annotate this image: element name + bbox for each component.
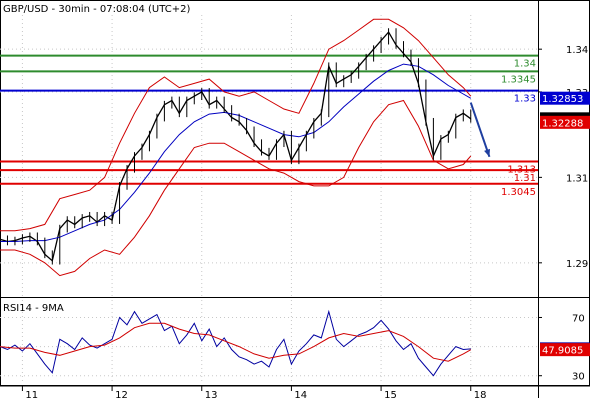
level-label-1.3045: 1.3045 bbox=[501, 187, 536, 198]
x-tick-label-18: 18 bbox=[474, 390, 487, 400]
price-tag-1.32853: 1.32853 bbox=[542, 94, 583, 105]
x-tick-label-13: 13 bbox=[205, 390, 218, 400]
x-tick-label-12: 12 bbox=[115, 390, 128, 400]
projection-arrow-head bbox=[484, 148, 490, 157]
x-tick-label-11: 11 bbox=[25, 390, 38, 400]
chart-title: GBP/USD - 30min - 07:08:04 (UTC+2) bbox=[3, 4, 190, 15]
y-tick-label: 1.29 bbox=[566, 259, 588, 270]
series-rsi-ma bbox=[0, 322, 472, 362]
series-bollinger-upper bbox=[0, 18, 472, 232]
price-tag-bg bbox=[540, 115, 590, 129]
rsi-y-tick-label: 70 bbox=[572, 313, 585, 324]
projection-arrow-shaft bbox=[469, 102, 491, 158]
series-close bbox=[0, 30, 472, 262]
level-label-1.33: 1.33 bbox=[514, 94, 536, 105]
rsi-y-tick-label: 30 bbox=[572, 372, 585, 383]
level-label-1.31: 1.31 bbox=[514, 173, 536, 184]
series-rsi bbox=[0, 309, 471, 377]
rsi-panel: 703048.434547.9085 bbox=[0, 297, 590, 386]
rsi-tag-47.9085: 47.9085 bbox=[542, 346, 583, 357]
x-axis: 11 12 13 14 15 18 bbox=[0, 385, 590, 400]
price-tag-1.32288: 1.32288 bbox=[542, 118, 583, 129]
y-tick-label: 1.34 bbox=[566, 45, 588, 56]
rsi-tag-bg bbox=[540, 343, 590, 357]
price-tag-bg bbox=[540, 91, 590, 105]
level-label-1.34: 1.34 bbox=[514, 59, 536, 70]
rsi-title: RSI14 - 9MA bbox=[3, 303, 64, 314]
x-tick-label-15: 15 bbox=[384, 390, 397, 400]
x-tick-label-14: 14 bbox=[294, 390, 307, 400]
y-tick-label: 1.31 bbox=[566, 173, 588, 184]
series-bollinger-lower bbox=[0, 99, 472, 277]
rsi-panel-frame bbox=[0, 297, 590, 386]
price-panel-frame bbox=[0, 0, 590, 298]
level-label-1.3345: 1.3345 bbox=[501, 74, 536, 85]
price-panel: 1.341.331.311.291.341.33451.331.3131.311… bbox=[0, 0, 590, 298]
